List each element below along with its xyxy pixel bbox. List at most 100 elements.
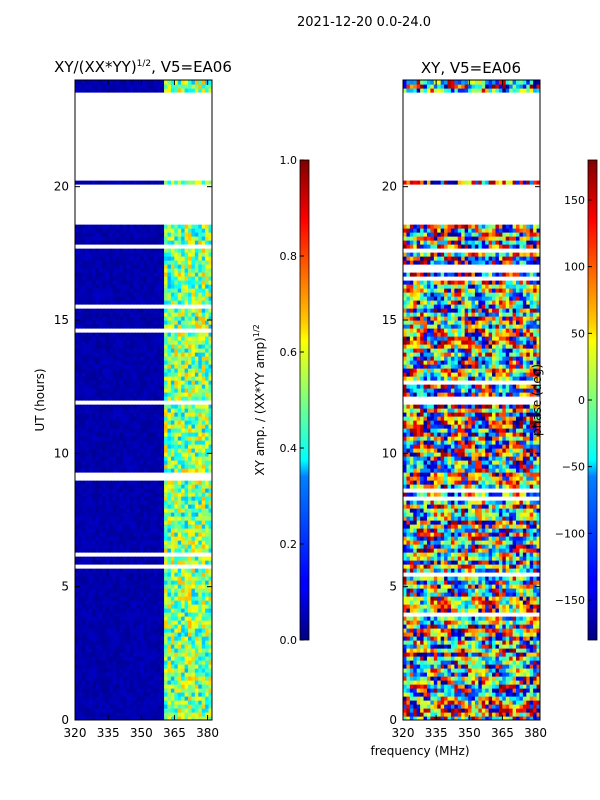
heatmap-cell: [198, 332, 203, 337]
heatmap-cell: [116, 500, 121, 505]
heatmap-cell: [116, 464, 121, 469]
heatmap-cell: [208, 576, 212, 581]
heatmap-cell: [112, 276, 117, 281]
heatmap-cell: [153, 416, 158, 421]
heatmap-cell: [112, 660, 117, 665]
heatmap-cell: [184, 504, 189, 509]
heatmap-cell: [167, 628, 172, 633]
heatmap-cell: [81, 384, 86, 389]
heatmap-cell: [167, 348, 172, 353]
heatmap-cell: [105, 592, 110, 597]
heatmap-cell: [88, 616, 93, 621]
heatmap-cell: [191, 460, 196, 465]
heatmap-cell: [129, 492, 134, 497]
heatmap-cell: [133, 716, 138, 720]
heatmap-cell: [194, 244, 199, 249]
heatmap-cell: [81, 644, 86, 649]
heatmap-cell: [92, 324, 97, 329]
heatmap-cell: [140, 412, 145, 417]
heatmap-cell: [98, 428, 103, 433]
heatmap-cell: [146, 640, 151, 645]
heatmap-cell: [188, 408, 193, 413]
heatmap-cell: [177, 688, 182, 693]
heatmap-cell: [116, 400, 121, 405]
heatmap-cell: [95, 620, 100, 625]
heatmap-cell: [129, 224, 134, 229]
heatmap-cell: [188, 264, 193, 269]
heatmap-cell: [208, 328, 212, 333]
heatmap-cell: [136, 340, 141, 345]
heatmap-cell: [150, 268, 155, 273]
heatmap-cell: [105, 376, 110, 381]
heatmap-cell: [122, 224, 127, 229]
heatmap-cell: [109, 608, 114, 613]
heatmap-cell: [92, 680, 97, 685]
heatmap-cell: [143, 368, 148, 373]
heatmap-cell: [136, 616, 141, 621]
heatmap-cell: [95, 284, 100, 289]
heatmap-cell: [167, 520, 172, 525]
heatmap-cell: [136, 468, 141, 473]
heatmap-cell: [170, 376, 175, 381]
heatmap-cell: [105, 600, 110, 605]
heatmap-cell: [181, 268, 186, 273]
heatmap-cell: [88, 296, 93, 301]
heatmap-cell: [160, 676, 165, 681]
heatmap-cell: [150, 228, 155, 233]
heatmap-cell: [98, 380, 103, 385]
heatmap-cell: [78, 668, 83, 673]
heatmap-cell: [191, 636, 196, 641]
heatmap-cell: [140, 396, 145, 401]
heatmap-cell: [167, 652, 172, 657]
heatmap-cell: [174, 700, 179, 705]
heatmap-cell: [126, 676, 131, 681]
heatmap-cell: [208, 556, 212, 561]
heatmap-cell: [126, 228, 131, 233]
heatmap-cell: [109, 288, 114, 293]
heatmap-cell: [167, 312, 172, 317]
heatmap-cell: [109, 584, 114, 589]
heatmap-cell: [95, 244, 100, 249]
heatmap-cell: [201, 224, 206, 229]
heatmap-cell: [75, 656, 80, 661]
heatmap-cell: [205, 432, 210, 437]
heatmap-cell: [208, 664, 212, 669]
heatmap-cell: [164, 396, 169, 401]
heatmap-cell: [116, 508, 121, 513]
heatmap-cell: [194, 696, 199, 701]
heatmap-cell: [88, 508, 93, 513]
heatmap-cell: [78, 556, 83, 561]
heatmap-cell: [136, 432, 141, 437]
heatmap-cell: [198, 448, 203, 453]
heatmap-cell: [133, 404, 138, 409]
heatmap-cell: [78, 240, 83, 245]
heatmap-cell: [146, 500, 151, 505]
heatmap-cell: [102, 572, 107, 577]
heatmap-cell: [112, 628, 117, 633]
heatmap-cell: [102, 348, 107, 353]
heatmap-cell: [170, 588, 175, 593]
heatmap-cell: [181, 556, 186, 561]
heatmap-cell: [133, 572, 138, 577]
heatmap-cell: [205, 536, 210, 541]
heatmap-cell: [170, 392, 175, 397]
heatmap-cell: [153, 656, 158, 661]
heatmap-cell: [105, 304, 110, 309]
heatmap-cell: [122, 348, 127, 353]
heatmap-cell: [78, 372, 83, 377]
heatmap-cell: [129, 376, 134, 381]
heatmap-cell: [102, 336, 107, 341]
heatmap-cell: [184, 328, 189, 333]
heatmap-cell: [164, 232, 169, 237]
heatmap-cell: [167, 516, 172, 521]
heatmap-cell: [146, 228, 151, 233]
heatmap-cell: [194, 420, 199, 425]
heatmap-cell: [140, 672, 145, 677]
heatmap-cell: [143, 496, 148, 501]
heatmap-cell: [95, 456, 100, 461]
heatmap-cell: [146, 388, 151, 393]
heatmap-cell: [194, 268, 199, 273]
heatmap-cell: [102, 476, 107, 481]
heatmap-cell: [205, 296, 210, 301]
heatmap-cell: [205, 320, 210, 325]
